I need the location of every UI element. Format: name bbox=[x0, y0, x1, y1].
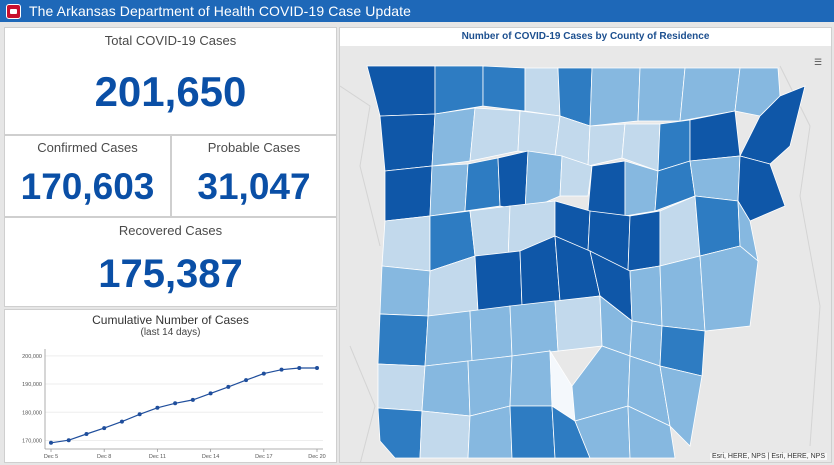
county-sharp bbox=[637, 67, 686, 122]
y-tick-label: 200,000 bbox=[22, 354, 42, 360]
county-fulton bbox=[589, 67, 641, 127]
recovered-cases-label: Recovered Cases bbox=[118, 223, 223, 238]
total-cases-value: 201,650 bbox=[94, 68, 247, 115]
county-benton bbox=[366, 65, 436, 117]
probable-cases-value: 31,047 bbox=[197, 166, 311, 207]
county-garland bbox=[474, 250, 523, 312]
x-tick-label: Dec 14 bbox=[202, 454, 219, 460]
total-cases-label: Total COVID-19 Cases bbox=[104, 33, 237, 48]
x-tick-label: Dec 11 bbox=[149, 454, 166, 460]
page-title: The Arkansas Department of Health COVID-… bbox=[29, 3, 412, 19]
county-dallas bbox=[509, 350, 553, 407]
county-little-river bbox=[377, 407, 423, 459]
county-ashley-east bbox=[627, 405, 676, 459]
map-attribution: Esri, HERE, NPS | Esri, HERE, NPS bbox=[709, 453, 827, 460]
county-phillips bbox=[659, 255, 706, 332]
county-franklin bbox=[429, 163, 469, 217]
county-crawford bbox=[384, 165, 433, 222]
y-tick-label: 190,000 bbox=[22, 382, 42, 388]
cumulative-cases-chart-panel: Cumulative Number of Cases (last 14 days… bbox=[4, 309, 337, 463]
county-poinsett bbox=[689, 155, 741, 202]
county-madison bbox=[431, 107, 476, 167]
data-point bbox=[315, 365, 319, 370]
county-boone bbox=[482, 65, 526, 112]
recovered-cases-value: 175,387 bbox=[98, 252, 243, 296]
data-point bbox=[279, 367, 284, 372]
county-searcy bbox=[517, 110, 561, 157]
total-cases-panel: Total COVID-19 Cases 201,650 bbox=[4, 27, 337, 135]
county-howard bbox=[421, 360, 471, 417]
y-tick-label: 180,000 bbox=[22, 410, 42, 416]
county-johnson bbox=[464, 157, 501, 212]
county-monroe bbox=[629, 265, 663, 327]
county-pike bbox=[424, 310, 473, 367]
app-header: The Arkansas Department of Health COVID-… bbox=[0, 0, 834, 22]
county-phillips-east bbox=[699, 245, 759, 332]
data-point bbox=[297, 365, 302, 370]
confirmed-cases-panel: Confirmed Cases 170,603 bbox=[4, 135, 171, 217]
data-point bbox=[155, 405, 160, 410]
x-tick-label: Dec 8 bbox=[97, 454, 111, 460]
county-sebastian bbox=[381, 215, 431, 272]
county-greene bbox=[689, 110, 741, 162]
arkansas-county-map[interactable] bbox=[340, 46, 832, 463]
county-scott bbox=[379, 265, 431, 317]
chart-subtitle: (last 14 days) bbox=[140, 327, 201, 338]
county-woodruff bbox=[627, 210, 661, 272]
legend-list-icon[interactable]: ☰ bbox=[813, 57, 823, 67]
county-izard bbox=[587, 123, 626, 167]
probable-cases-panel: Probable Cases 31,047 bbox=[171, 135, 337, 217]
confirmed-cases-value: 170,603 bbox=[20, 166, 155, 207]
county-crittenden bbox=[737, 155, 786, 222]
data-point bbox=[226, 384, 231, 389]
county-st-francis bbox=[694, 195, 741, 257]
data-point bbox=[190, 397, 195, 402]
data-point bbox=[119, 419, 124, 424]
county-grant bbox=[509, 300, 559, 357]
data-point bbox=[49, 440, 53, 445]
data-point bbox=[244, 378, 249, 383]
county-marion bbox=[524, 67, 561, 117]
chart-title: Cumulative Number of Cases bbox=[92, 313, 249, 327]
county-columbia bbox=[509, 405, 556, 459]
x-tick-label: Dec 5 bbox=[44, 454, 58, 460]
county-sevier bbox=[377, 363, 426, 412]
arkansas-health-logo-icon bbox=[6, 3, 21, 19]
y-tick-label: 170,000 bbox=[22, 439, 42, 445]
confirmed-cases-label: Confirmed Cases bbox=[37, 140, 138, 155]
data-point bbox=[102, 426, 107, 431]
county-hot-spring bbox=[469, 305, 513, 362]
cumulative-cases-line-chart[interactable]: 170,000 180,000 190,000 200,000 Dec 5 Dec 8 De… bbox=[5, 310, 336, 462]
data-point bbox=[173, 401, 178, 406]
county-cleburne bbox=[559, 155, 593, 197]
county-map-panel: Number of COVID-19 Cases by County of Re… bbox=[339, 27, 832, 463]
map-title: Number of COVID-19 Cases by County of Re… bbox=[461, 31, 710, 42]
county-jefferson bbox=[554, 295, 603, 352]
data-point bbox=[66, 438, 71, 443]
county-white bbox=[587, 160, 626, 217]
county-hempstead bbox=[419, 410, 471, 459]
recovered-cases-panel: Recovered Cases 175,387 bbox=[4, 217, 337, 307]
data-point bbox=[137, 412, 142, 417]
data-point bbox=[208, 391, 213, 396]
county-jackson bbox=[624, 160, 659, 217]
x-tick-label: Dec 20 bbox=[308, 454, 325, 460]
series-line bbox=[50, 367, 317, 444]
county-washington bbox=[379, 113, 436, 172]
county-newton bbox=[469, 107, 521, 162]
county-polk bbox=[377, 313, 429, 367]
data-point bbox=[261, 371, 266, 376]
county-pope bbox=[497, 150, 529, 212]
county-chicot-east bbox=[659, 365, 703, 447]
x-tick-label: Dec 17 bbox=[255, 454, 272, 460]
county-carroll bbox=[434, 65, 484, 115]
probable-cases-label: Probable Cases bbox=[207, 140, 301, 155]
map-title-bar bbox=[340, 28, 831, 46]
data-point bbox=[84, 432, 89, 437]
